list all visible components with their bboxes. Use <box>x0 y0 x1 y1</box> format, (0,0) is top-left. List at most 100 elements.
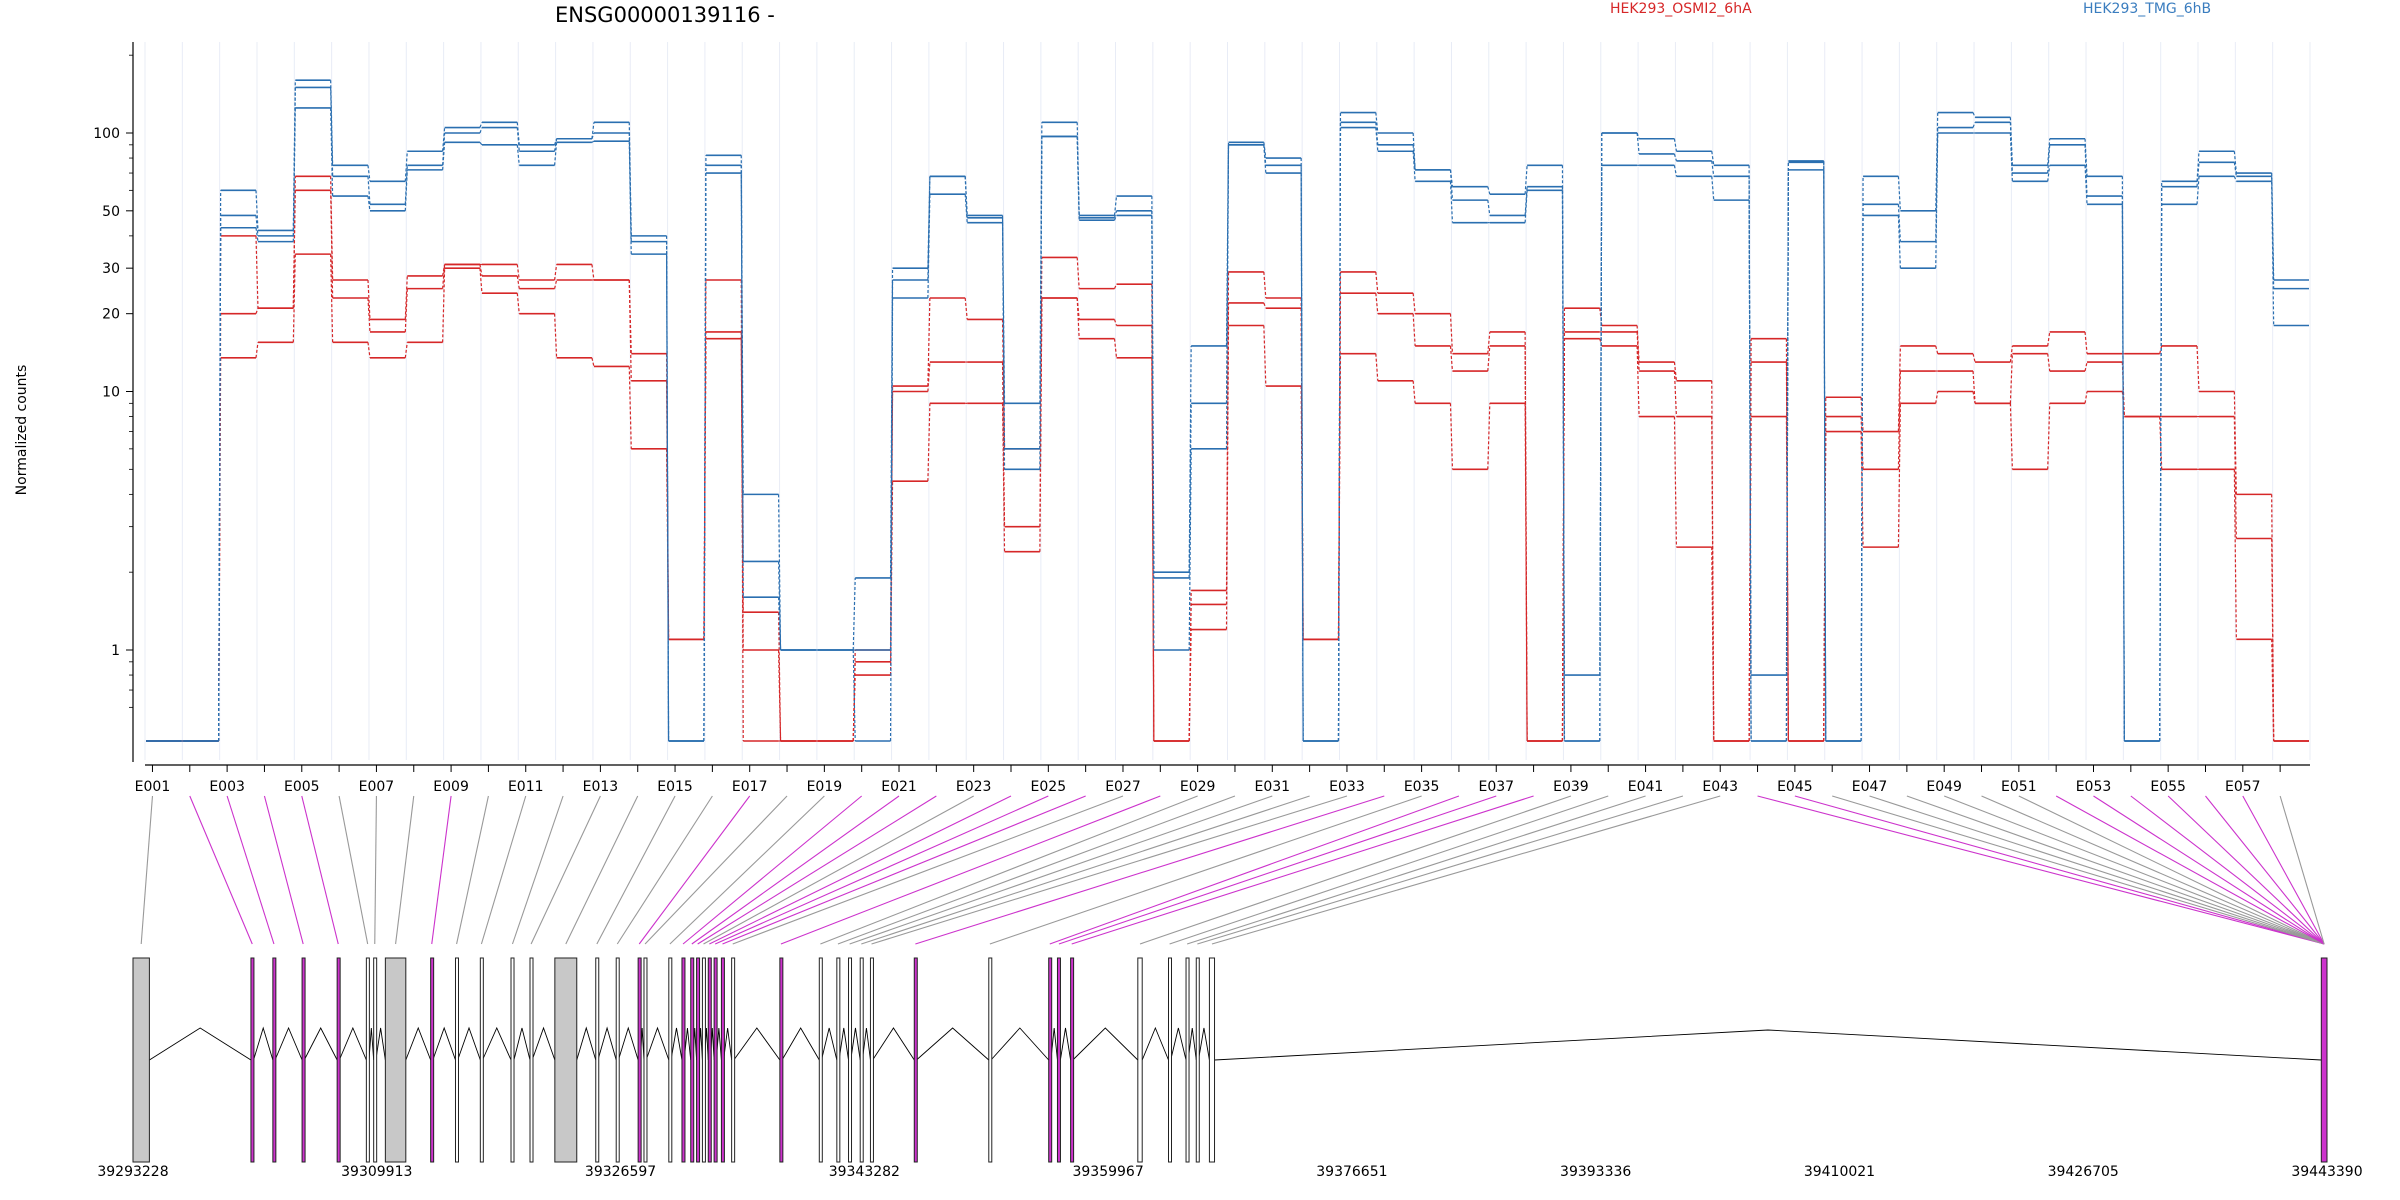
data-connector <box>404 288 408 332</box>
exon-connector <box>374 795 377 945</box>
data-connector <box>852 661 856 742</box>
intron <box>1214 1029 2322 1061</box>
exon-connector <box>1943 795 2325 945</box>
data-connector <box>255 235 259 309</box>
x-tick-label: E011 <box>508 779 544 795</box>
data-connector <box>1711 547 1715 742</box>
data-connector <box>1524 403 1528 742</box>
data-connector <box>2196 162 2200 187</box>
exon-connector <box>837 795 1236 945</box>
data-connector <box>1711 176 1715 201</box>
intron <box>1141 1026 1169 1061</box>
intron <box>1072 1027 1139 1061</box>
data-connector <box>964 297 968 320</box>
data-connector <box>591 357 595 367</box>
data-connector <box>1673 153 1678 162</box>
exon-box <box>818 957 823 1163</box>
exon-connector <box>1906 795 2325 945</box>
genomic-tick-label: 39376651 <box>1316 1164 1387 1180</box>
data-connector <box>1972 391 1976 404</box>
chart-title: ENSG00000139116 - <box>555 3 775 27</box>
exon-box <box>913 957 918 1163</box>
data-connector <box>1897 176 1901 211</box>
exon-connector <box>669 795 825 945</box>
data-connector <box>516 264 520 281</box>
data-connector <box>2009 132 2013 182</box>
data-connector <box>927 403 931 482</box>
data-connector <box>889 268 894 578</box>
data-connector <box>1673 361 1678 381</box>
data-connector <box>1599 308 1603 326</box>
data-connector <box>479 141 483 146</box>
exon-connectors <box>140 795 2325 945</box>
exon-box <box>554 957 578 1163</box>
data-connector <box>591 264 595 281</box>
data-connector <box>1001 215 1006 404</box>
x-tick-label: E023 <box>956 779 992 795</box>
intron <box>457 1026 481 1061</box>
data-connector <box>1449 345 1454 372</box>
data-connector <box>2233 176 2237 182</box>
data-connector <box>964 176 968 218</box>
data-connector <box>1636 331 1640 372</box>
exon-connector <box>703 795 974 945</box>
data-connector <box>1636 325 1640 363</box>
exon-connector <box>780 795 1161 945</box>
data-connector <box>367 279 371 320</box>
data-connector <box>255 308 259 314</box>
intron <box>531 1026 556 1061</box>
data-connector <box>2047 138 2051 166</box>
data-connector <box>1823 162 1827 742</box>
intron <box>482 1026 512 1061</box>
data-connector <box>1375 271 1379 294</box>
intron <box>723 1027 733 1061</box>
exon-box <box>713 957 718 1163</box>
intron <box>916 1027 990 1061</box>
data-connector <box>1748 200 1752 676</box>
data-connector <box>367 342 371 358</box>
exon-box <box>373 957 378 1163</box>
data-connector <box>516 144 520 166</box>
exon-connector <box>530 795 601 945</box>
exon-box <box>848 957 853 1163</box>
data-connector <box>330 190 334 299</box>
exon-box <box>1168 957 1173 1163</box>
y-tick-label: 100 <box>93 126 120 142</box>
intron <box>617 1026 639 1061</box>
data-connector <box>255 190 259 231</box>
data-connector <box>1487 331 1491 354</box>
y-tick-label: 1 <box>111 643 120 659</box>
exon-connector <box>1071 795 1534 945</box>
exon-connector <box>709 795 1012 945</box>
exon-axis: E001 E003 E005 E007 E009 E011 E013 E015 E017 E019… <box>135 764 2310 795</box>
exon-connector <box>1211 795 1721 945</box>
data-connector <box>1449 169 1454 201</box>
intron <box>838 1027 849 1061</box>
exon-connector <box>722 795 1086 945</box>
exon-connector <box>226 795 275 945</box>
data-connector <box>1375 127 1379 152</box>
exon-connector <box>1197 795 1684 945</box>
data-connector <box>1897 403 1901 548</box>
exon-box <box>365 957 370 1163</box>
exon-box <box>2320 957 2328 1163</box>
exon-box <box>454 957 459 1163</box>
x-tick-label: E039 <box>1553 779 1589 795</box>
exon-box <box>836 957 841 1163</box>
intron <box>253 1026 274 1061</box>
exon-connector <box>1058 795 1497 945</box>
data-connector <box>1860 215 1864 742</box>
data-connector <box>1524 190 1528 223</box>
intron <box>1198 1027 1210 1061</box>
data-connector <box>852 675 856 742</box>
data-connector <box>1860 416 1864 470</box>
exon-box <box>132 957 150 1163</box>
data-connector <box>255 215 259 236</box>
intron <box>733 1027 781 1061</box>
x-tick-label: E025 <box>1031 779 1067 795</box>
data-connector <box>1076 136 1080 221</box>
exon-connector <box>915 795 1385 945</box>
data-connector <box>554 264 558 281</box>
data-connector <box>1412 380 1416 404</box>
data-connector <box>1897 204 1901 242</box>
